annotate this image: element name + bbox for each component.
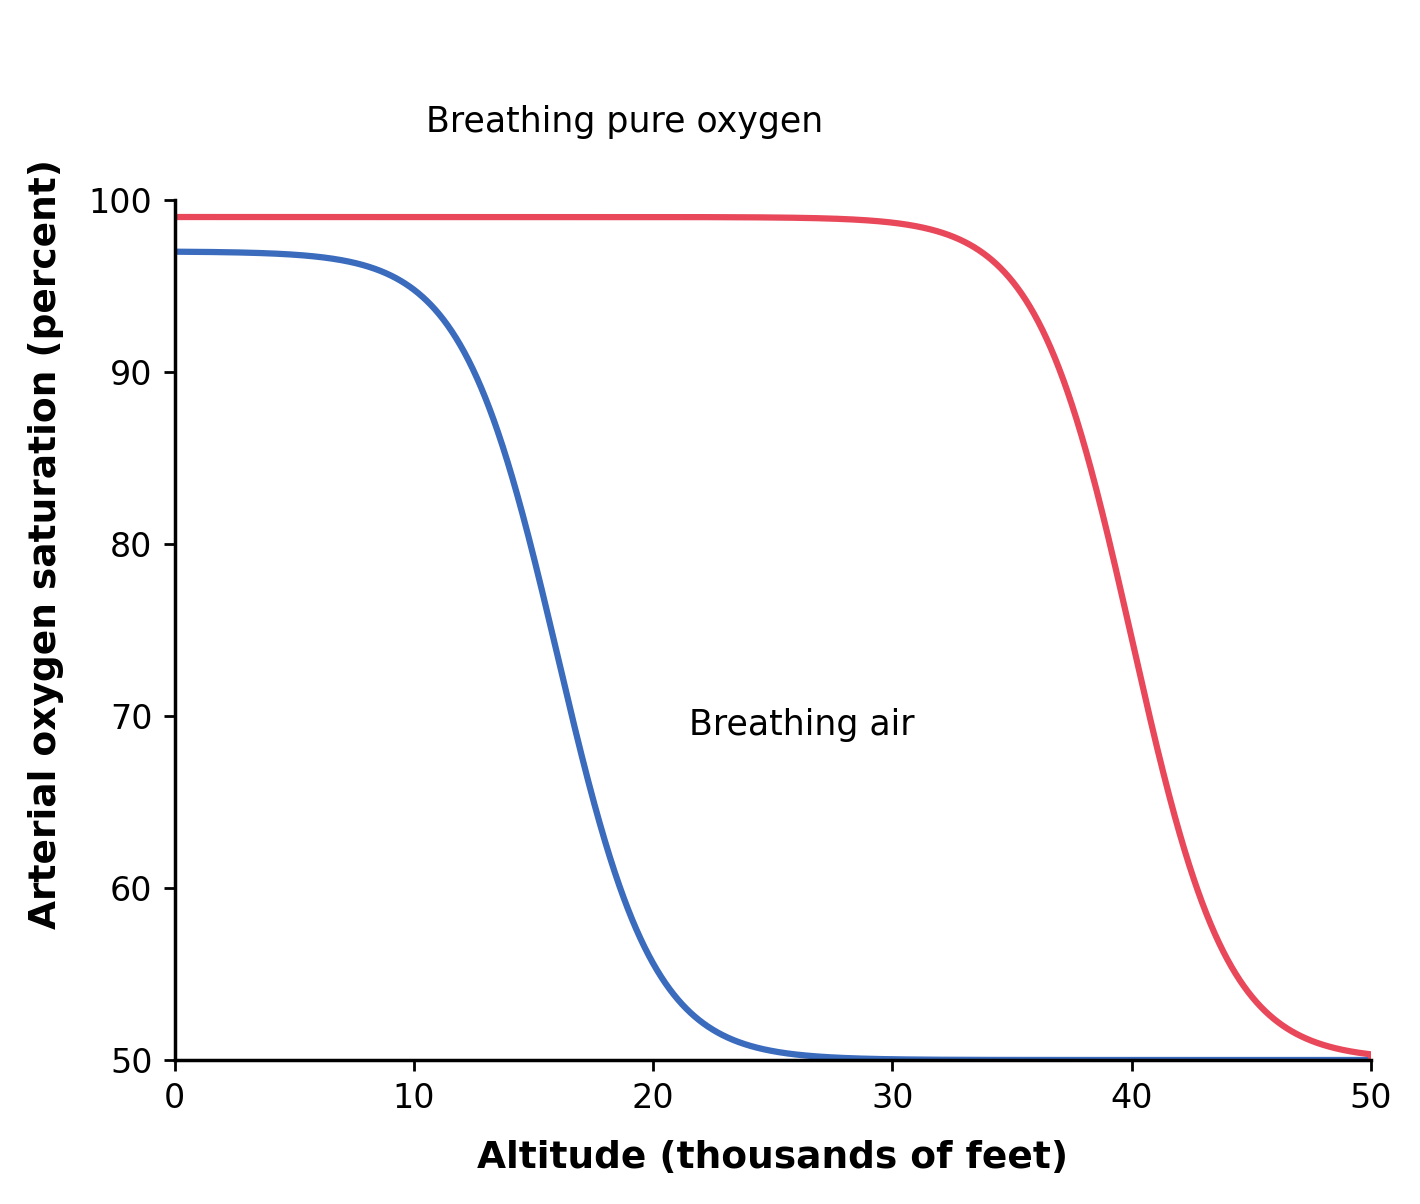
X-axis label: Altitude (thousands of feet): Altitude (thousands of feet) — [477, 1140, 1068, 1176]
Y-axis label: Arterial oxygen saturation (percent): Arterial oxygen saturation (percent) — [28, 159, 64, 929]
Text: Breathing pure oxygen: Breathing pure oxygen — [426, 106, 824, 140]
Text: Breathing air: Breathing air — [689, 708, 914, 742]
